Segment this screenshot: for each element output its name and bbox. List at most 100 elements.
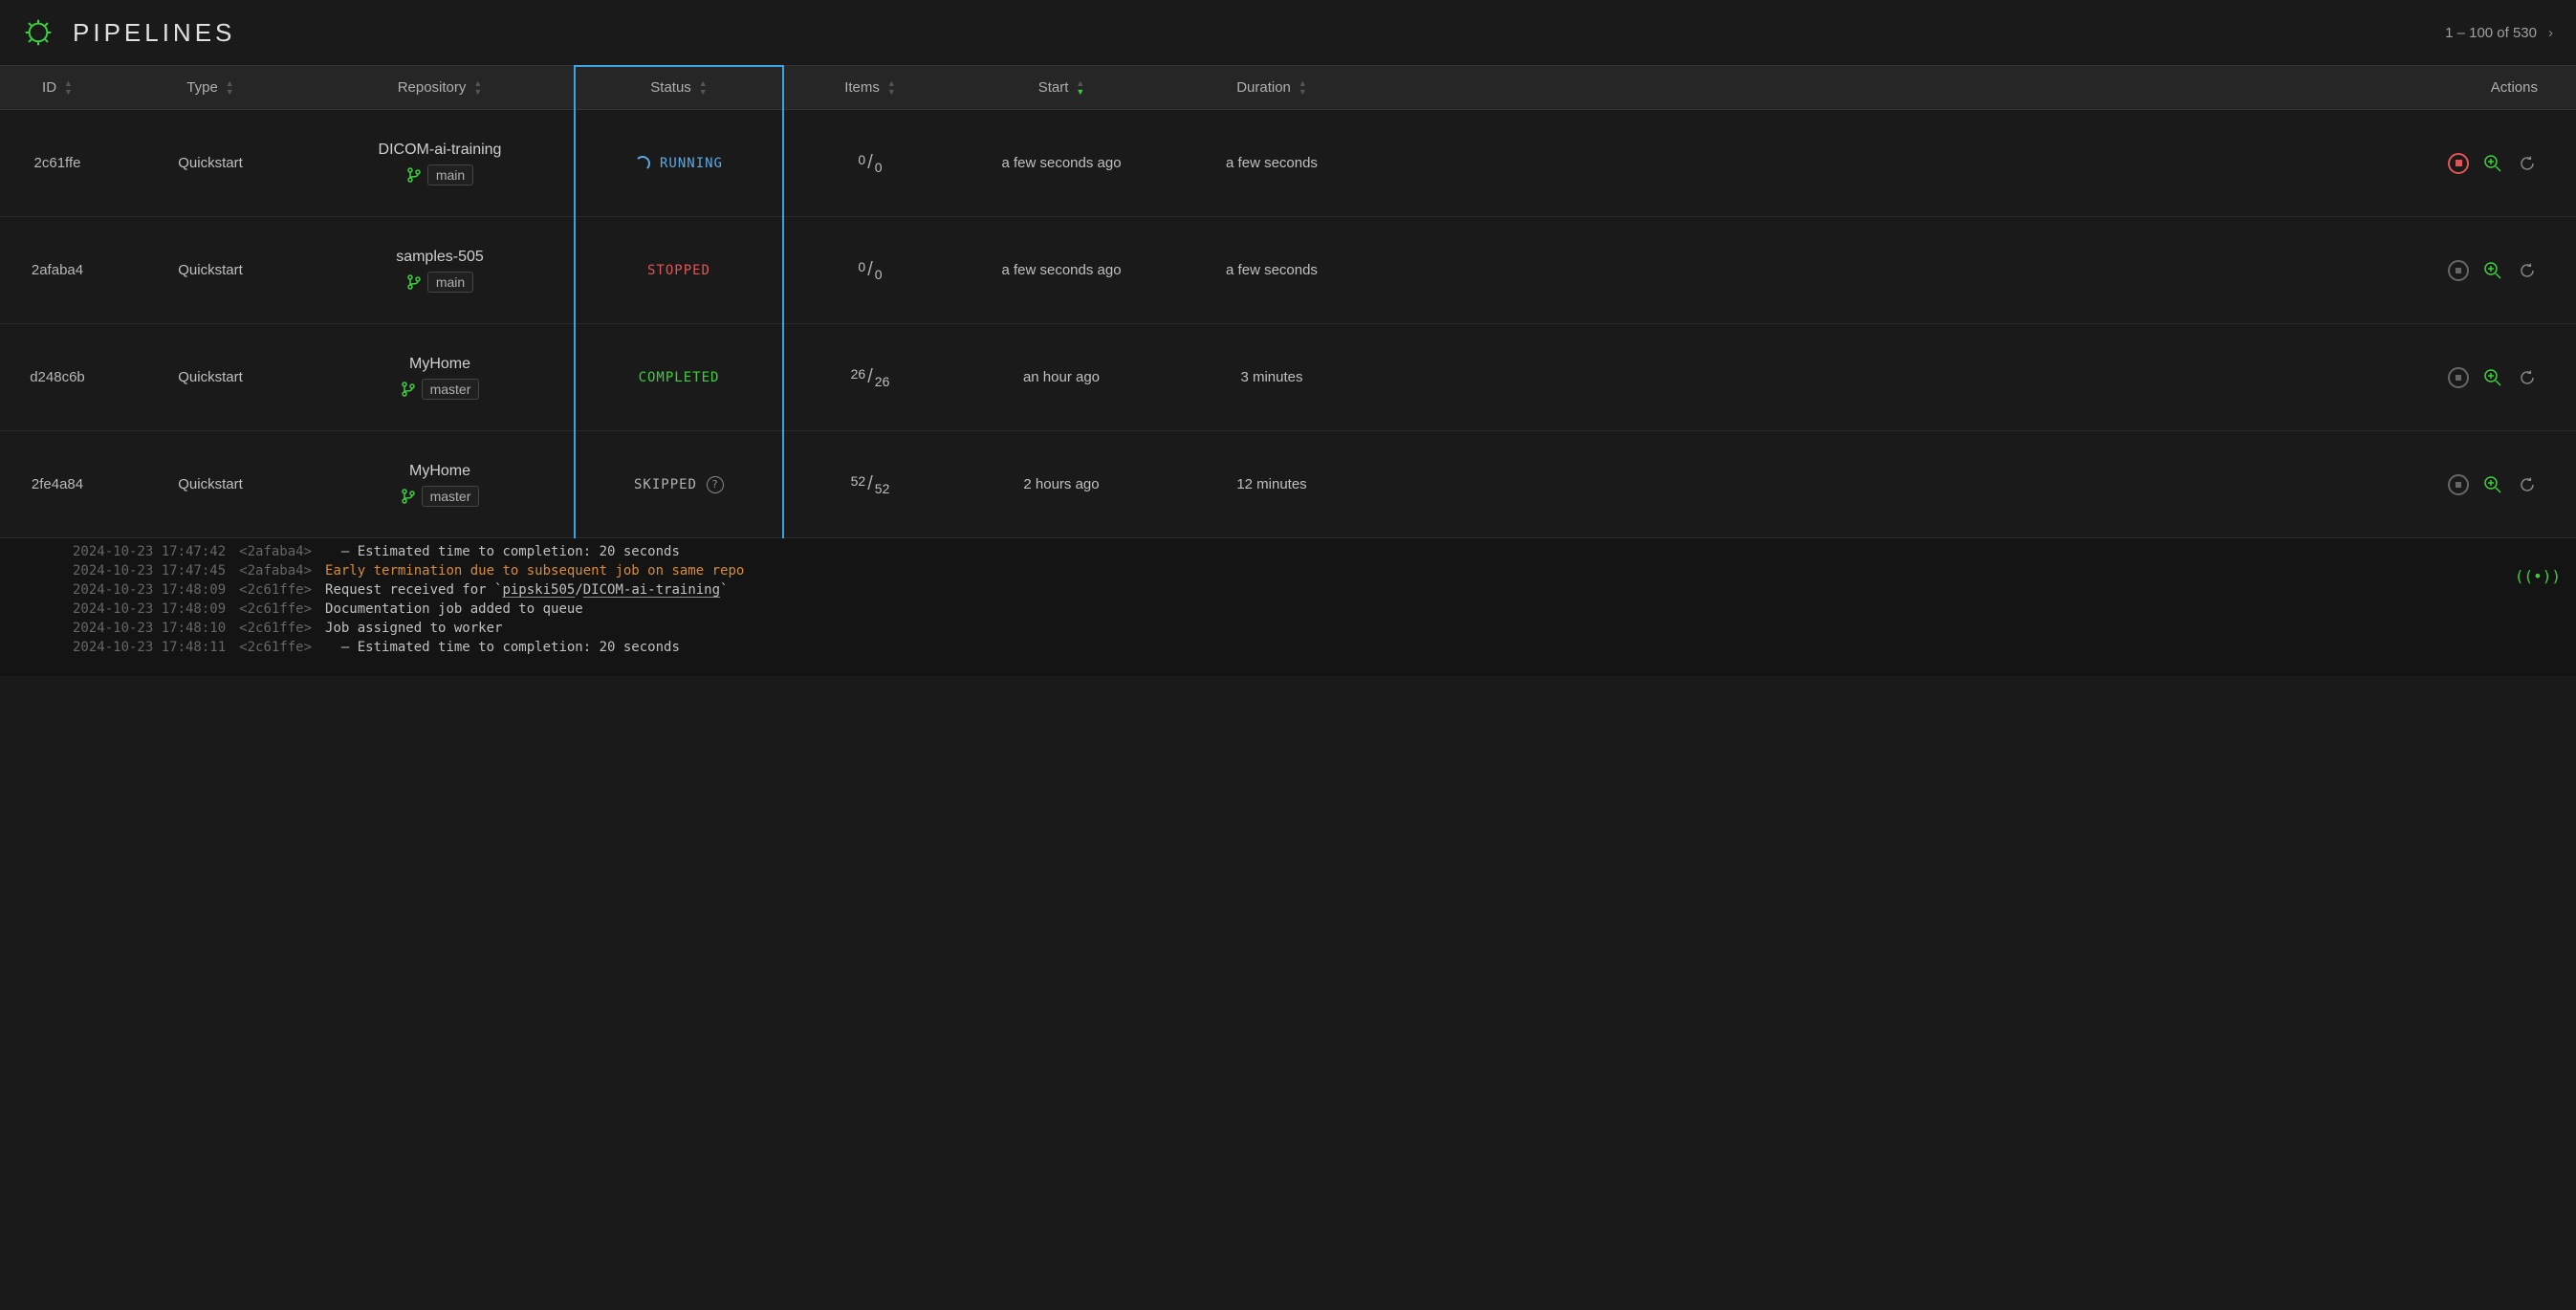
cell-type: Quickstart	[115, 262, 306, 278]
column-header-status[interactable]: Status ▲▼	[574, 79, 784, 96]
column-header-id[interactable]: ID ▲▼	[0, 79, 115, 96]
log-panel: 2024-10-23 17:47:42 <2afaba4> – Estimate…	[0, 538, 2576, 676]
cell-duration: a few seconds	[1167, 155, 1377, 171]
table-row[interactable]: 2fe4a84 Quickstart MyHome master SKIPPED…	[0, 431, 2576, 538]
branch-row: master	[401, 486, 480, 507]
cell-duration: a few seconds	[1167, 262, 1377, 278]
branch-badge[interactable]: main	[427, 272, 473, 293]
table-header-row: ID▲▼ Type▲▼ Repository▲▼ Status▲▼ Items▲…	[0, 65, 2576, 110]
cell-items: 26/26	[784, 366, 956, 388]
status-text: COMPLETED	[639, 370, 720, 385]
cell-items: 0/0	[784, 152, 956, 174]
table-row[interactable]: 2afaba4 Quickstart samples-505 main STOP…	[0, 217, 2576, 324]
column-header-items[interactable]: Items ▲▼	[784, 79, 956, 96]
table-body: 2c61ffe Quickstart DICOM-ai-training mai…	[0, 110, 2576, 538]
help-icon[interactable]: ?	[707, 476, 724, 493]
cell-actions	[1377, 260, 2576, 281]
sort-icon: ▲▼	[473, 80, 482, 96]
next-page-icon[interactable]: ›	[2548, 25, 2553, 41]
log-message: – Estimated time to completion: 20 secon…	[325, 544, 680, 559]
table-row[interactable]: d248c6b Quickstart MyHome master COMPLET…	[0, 324, 2576, 431]
cell-type: Quickstart	[115, 476, 306, 492]
cell-actions	[1377, 153, 2576, 174]
repo-name[interactable]: samples-505	[396, 249, 484, 266]
cell-items: 0/0	[784, 259, 956, 281]
sort-icon: ▲▼	[699, 80, 708, 96]
stop-button[interactable]	[2448, 367, 2469, 388]
table-row[interactable]: 2c61ffe Quickstart DICOM-ai-training mai…	[0, 110, 2576, 217]
stop-button[interactable]	[2448, 474, 2469, 495]
cell-id: d248c6b	[0, 369, 115, 385]
cell-start: a few seconds ago	[956, 155, 1167, 171]
branch-badge[interactable]: master	[422, 379, 480, 400]
refresh-button[interactable]	[2517, 474, 2538, 495]
log-line: 2024-10-23 17:47:45 <2afaba4> Early term…	[0, 561, 2576, 580]
branch-badge[interactable]: main	[427, 164, 473, 186]
git-branch-icon	[401, 489, 416, 504]
repo-name[interactable]: MyHome	[409, 356, 470, 373]
log-line: 2024-10-23 17:48:10 <2c61ffe> Job assign…	[0, 619, 2576, 638]
refresh-button[interactable]	[2517, 260, 2538, 281]
zoom-in-button[interactable]	[2482, 153, 2503, 174]
log-hash: <2afaba4>	[239, 544, 312, 559]
log-line: 2024-10-23 17:48:11 <2c61ffe> – Estimate…	[0, 638, 2576, 657]
page-title: PIPELINES	[73, 18, 235, 48]
log-line: 2024-10-23 17:48:09 <2c61ffe> Request re…	[0, 580, 2576, 600]
log-line: 2024-10-23 17:48:09 <2c61ffe> Documentat…	[0, 600, 2576, 619]
log-hash: <2c61ffe>	[239, 621, 312, 636]
stop-button[interactable]	[2448, 153, 2469, 174]
repo-name[interactable]: DICOM-ai-training	[379, 142, 502, 159]
branch-row: main	[406, 272, 473, 293]
zoom-in-button[interactable]	[2482, 367, 2503, 388]
cell-repository: samples-505 main	[306, 249, 574, 293]
column-header-duration[interactable]: Duration ▲▼	[1167, 79, 1377, 96]
sort-icon: ▲▼	[1299, 80, 1307, 96]
column-header-start[interactable]: Start▲▼	[956, 79, 1167, 96]
cell-status: SKIPPED?	[574, 476, 784, 493]
cell-duration: 12 minutes	[1167, 476, 1377, 492]
cell-repository: DICOM-ai-training main	[306, 142, 574, 186]
log-timestamp: 2024-10-23 17:47:42	[73, 544, 226, 559]
repo-name[interactable]: MyHome	[409, 463, 470, 480]
zoom-in-button[interactable]	[2482, 474, 2503, 495]
cell-type: Quickstart	[115, 369, 306, 385]
log-timestamp: 2024-10-23 17:48:09	[73, 601, 226, 617]
cell-repository: MyHome master	[306, 463, 574, 507]
cell-id: 2c61ffe	[0, 155, 115, 171]
branch-badge[interactable]: master	[422, 486, 480, 507]
zoom-in-button[interactable]	[2482, 260, 2503, 281]
git-branch-icon	[406, 274, 422, 290]
column-label: Actions	[2491, 79, 2538, 96]
cell-id: 2afaba4	[0, 262, 115, 278]
column-label: ID	[42, 79, 56, 96]
log-hash: <2c61ffe>	[239, 582, 312, 598]
sort-icon: ▲▼	[887, 80, 896, 96]
log-line: 2024-10-23 17:47:42 <2afaba4> – Estimate…	[0, 542, 2576, 561]
refresh-button[interactable]	[2517, 153, 2538, 174]
log-timestamp: 2024-10-23 17:48:11	[73, 640, 226, 655]
status-text: RUNNING	[635, 156, 723, 171]
status-text: STOPPED	[647, 263, 710, 278]
pagination: 1 – 100 of 530 ›	[2445, 25, 2553, 41]
column-header-repository[interactable]: Repository▲▼	[306, 79, 574, 96]
git-branch-icon	[401, 382, 416, 397]
log-timestamp: 2024-10-23 17:48:10	[73, 621, 226, 636]
log-timestamp: 2024-10-23 17:47:45	[73, 563, 226, 579]
column-label: Type	[186, 79, 218, 96]
column-label: Duration	[1236, 79, 1291, 96]
refresh-button[interactable]	[2517, 367, 2538, 388]
git-branch-icon	[406, 167, 422, 183]
sort-icon: ▲▼	[64, 80, 73, 96]
cell-status: RUNNING	[574, 156, 784, 171]
cell-status: COMPLETED	[574, 370, 784, 385]
column-header-type[interactable]: Type▲▼	[115, 79, 306, 96]
pipelines-table: ID▲▼ Type▲▼ Repository▲▼ Status▲▼ Items▲…	[0, 65, 2576, 538]
log-hash: <2c61ffe>	[239, 601, 312, 617]
column-label: Items	[844, 79, 880, 96]
stop-button[interactable]	[2448, 260, 2469, 281]
cell-actions	[1377, 474, 2576, 495]
column-label: Status	[650, 79, 691, 96]
log-hash: <2afaba4>	[239, 563, 312, 579]
sort-icon: ▲▼	[1076, 80, 1084, 96]
cell-start: an hour ago	[956, 369, 1167, 385]
